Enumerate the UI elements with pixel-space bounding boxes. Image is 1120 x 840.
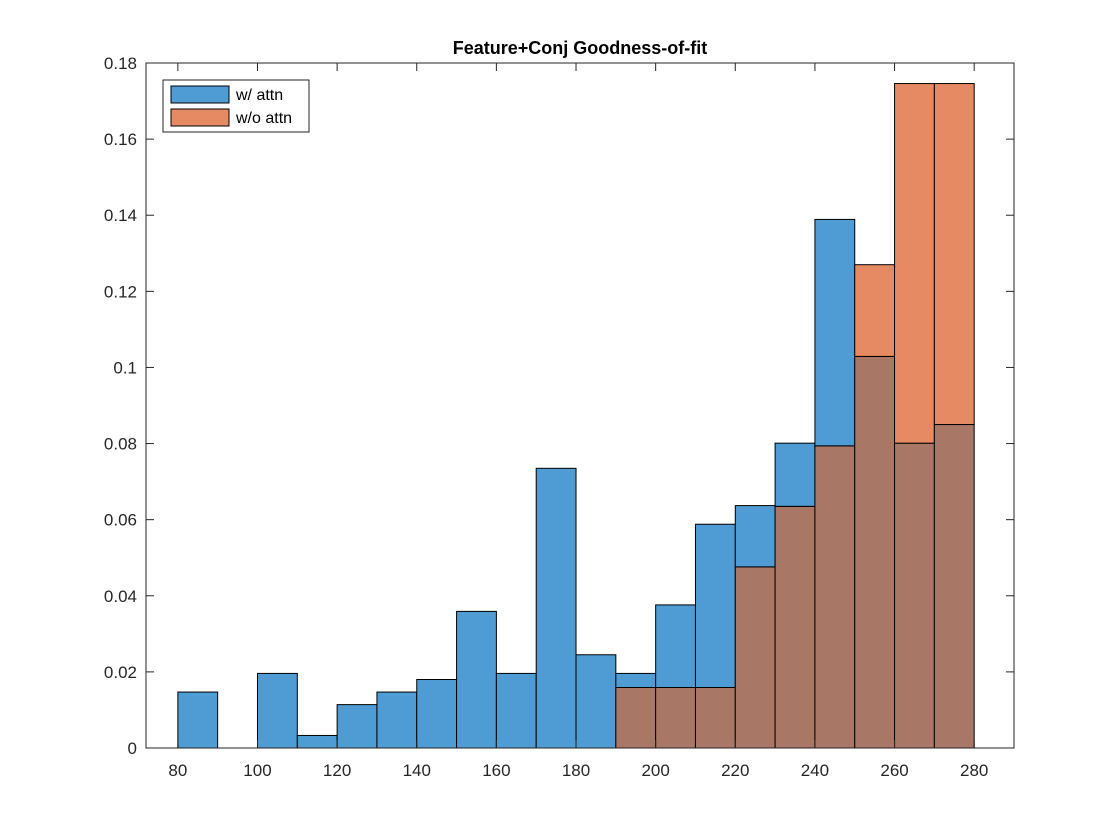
bar-w-attn-bin-4 (336, 704, 378, 749)
y-tick-label: 0.1 (113, 358, 137, 377)
bar-overlap-bin-15 (774, 505, 816, 749)
chart-title: Feature+Conj Goodness-of-fit (453, 38, 708, 58)
bar-w-attn-bin-8 (495, 672, 537, 749)
y-tick-label: 0 (128, 739, 137, 758)
y-tick-label: 0.08 (104, 435, 137, 454)
bar-w-attn-bin-13 (694, 523, 736, 688)
x-tick-label: 100 (243, 761, 271, 780)
bar-overlap-bin-16 (814, 445, 856, 749)
legend: w/ attn w/o attn (162, 79, 310, 133)
bar-w-attn-bin-15 (774, 442, 816, 507)
bar-w-attn-bin-6 (416, 679, 458, 749)
bar-overlap-bin-14 (734, 566, 776, 749)
bar-w-attn-bin-12 (655, 604, 696, 688)
x-tick-label: 220 (721, 761, 749, 780)
x-tick-label: 200 (641, 761, 669, 780)
bar-w-attn-bin-16 (814, 218, 856, 447)
bar-wo-attn-bin-17 (854, 264, 896, 357)
bar-w-attn-bin-2 (256, 672, 298, 749)
bar-overlap-bin-17 (854, 355, 896, 749)
legend-label-w-attn: w/ attn (235, 87, 283, 104)
bar-overlap-bin-18 (894, 442, 935, 749)
ticks-layer: 80 100 120 140 160 180 200 220 240 260 280 0 0.02 0.0… (104, 54, 1014, 780)
bar-overlap-bin-12 (655, 686, 696, 749)
bar-w-attn-bin-0 (177, 691, 219, 749)
bar-w-attn-bin-3 (296, 734, 338, 749)
bar-overlap-bin-11 (615, 686, 657, 749)
x-tick-label: 180 (562, 761, 590, 780)
bar-w-attn-bin-14 (734, 505, 776, 568)
y-tick-label: 0.06 (104, 511, 137, 530)
bar-overlap-bin-13 (694, 686, 736, 749)
x-tick-label: 120 (323, 761, 351, 780)
x-tick-label: 240 (801, 761, 829, 780)
plot-area-frame (145, 62, 1015, 749)
x-tick-label: 260 (880, 761, 908, 780)
y-tick-label: 0.18 (104, 54, 137, 73)
legend-swatch-w-attn (170, 85, 230, 104)
y-tick-label: 0.12 (104, 282, 137, 301)
y-tick-label: 0.02 (104, 663, 137, 682)
bar-w-attn-bin-9 (535, 467, 577, 749)
bar-w-attn-bin-7 (456, 610, 497, 749)
bar-wo-attn-bin-19 (933, 83, 975, 426)
y-tick-label: 0.16 (104, 130, 137, 149)
bar-w-attn-bin-10 (575, 654, 617, 749)
legend-label-wo-attn: w/o attn (235, 110, 292, 127)
x-tick-label: 140 (403, 761, 431, 780)
x-tick-label: 80 (168, 761, 187, 780)
bar-wo-attn-bin-18 (894, 83, 935, 444)
bar-w-attn-bin-5 (376, 691, 418, 749)
legend-swatch-wo-attn (170, 108, 230, 127)
y-tick-label: 0.04 (104, 587, 137, 606)
x-tick-label: 160 (482, 761, 510, 780)
bars-layer (177, 83, 975, 749)
x-tick-label: 280 (960, 761, 988, 780)
bar-overlap-bin-19 (933, 424, 975, 749)
bar-w-attn-bin-11 (615, 672, 657, 688)
y-tick-label: 0.14 (104, 206, 137, 225)
